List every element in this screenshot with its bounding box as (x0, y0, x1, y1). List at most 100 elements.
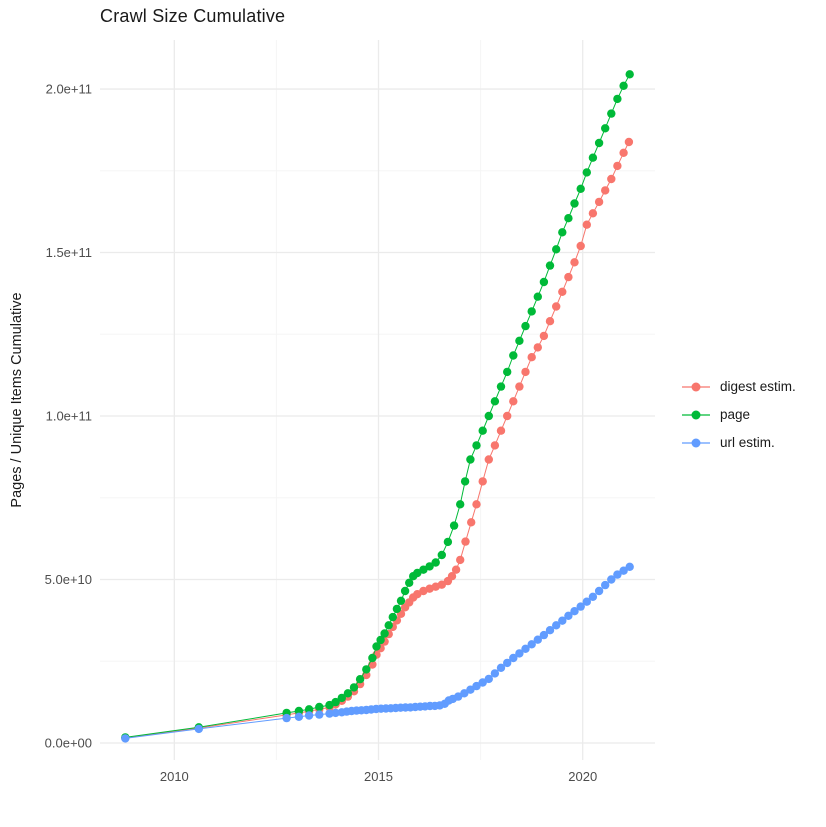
data-point (349, 683, 359, 692)
data-point (294, 712, 304, 721)
data-point (582, 597, 591, 606)
data-point (545, 317, 555, 326)
data-point (545, 626, 555, 635)
data-point (613, 570, 622, 579)
data-point (282, 713, 291, 723)
data-point (582, 220, 591, 229)
data-point (437, 550, 446, 560)
data-point (484, 411, 493, 421)
data-point (460, 689, 469, 698)
data-point (594, 138, 604, 148)
data-point (484, 455, 493, 464)
data-point (601, 124, 610, 133)
legend-item-url-estim: url estim. (680, 433, 796, 452)
y-tick-label: 5.0e+10 (45, 572, 92, 587)
data-point (545, 261, 555, 270)
url-estim-key-icon (682, 438, 710, 447)
data-point (576, 184, 585, 193)
data-point (304, 705, 314, 714)
data-point (515, 336, 524, 345)
y-tick-label: 2.0e+11 (46, 82, 92, 97)
data-point (466, 685, 475, 694)
data-point (496, 382, 506, 391)
data-point (509, 351, 518, 360)
data-point (521, 321, 530, 331)
series-digest-estim (121, 137, 634, 742)
data-point (582, 168, 591, 177)
data-point (509, 397, 518, 406)
data-point (552, 621, 561, 630)
data-point (460, 477, 470, 486)
chart-title: Crawl Size Cumulative (100, 6, 286, 26)
data-point (331, 697, 340, 707)
data-point (613, 161, 622, 171)
data-point (472, 441, 481, 450)
data-point (315, 710, 324, 719)
digest-estim-key-icon (682, 382, 710, 391)
data-point (121, 734, 130, 743)
legend-label-url-estim: url estim. (720, 435, 775, 450)
data-point (521, 367, 530, 377)
data-point (594, 197, 604, 207)
data-point (521, 644, 530, 653)
data-point (527, 307, 536, 316)
data-point (194, 724, 203, 734)
data-point (594, 586, 604, 596)
data-point (624, 137, 634, 147)
data-point (552, 302, 561, 311)
data-point (325, 709, 334, 718)
data-point (533, 343, 542, 352)
data-point (515, 382, 524, 391)
data-point (503, 411, 512, 421)
data-point (437, 580, 446, 589)
data-point (527, 353, 536, 362)
data-point (380, 629, 389, 638)
data-point (558, 287, 567, 296)
data-point (539, 277, 549, 287)
legend-item-page: page (680, 405, 796, 424)
data-point (405, 578, 414, 587)
data-point (400, 586, 410, 596)
data-point (478, 477, 487, 486)
data-point (619, 81, 628, 91)
data-point (456, 500, 465, 509)
data-point (376, 635, 385, 645)
data-point (419, 565, 428, 574)
data-point (625, 562, 634, 571)
data-point (588, 592, 598, 601)
y-tick-label: 1.0e+11 (46, 409, 92, 424)
page-key-icon (682, 410, 710, 419)
data-point (533, 292, 542, 301)
data-point (607, 174, 616, 184)
data-point (564, 272, 573, 282)
data-point (456, 555, 465, 565)
data-point (527, 640, 536, 649)
data-point (503, 367, 512, 377)
x-tick-label: 2010 (160, 769, 189, 784)
data-point (496, 663, 506, 672)
data-point (372, 642, 381, 651)
x-tick-label: 2015 (364, 769, 393, 784)
data-point (570, 258, 579, 267)
data-point (490, 441, 500, 450)
data-point (576, 241, 585, 251)
data-point (425, 562, 434, 571)
data-point (355, 675, 365, 684)
data-point (588, 153, 598, 162)
data-point (613, 94, 622, 104)
data-point (431, 558, 440, 567)
data-point (294, 706, 304, 716)
data-point (601, 580, 610, 590)
legend-label-page: page (720, 407, 751, 422)
data-point (558, 616, 567, 625)
data-point (478, 678, 487, 687)
data-point (539, 630, 549, 640)
data-point (619, 148, 628, 157)
data-point (478, 426, 487, 435)
data-point (467, 518, 476, 527)
series-url-estim (121, 562, 634, 743)
data-point (509, 653, 518, 663)
data-point (564, 611, 573, 620)
data-point (601, 186, 610, 195)
